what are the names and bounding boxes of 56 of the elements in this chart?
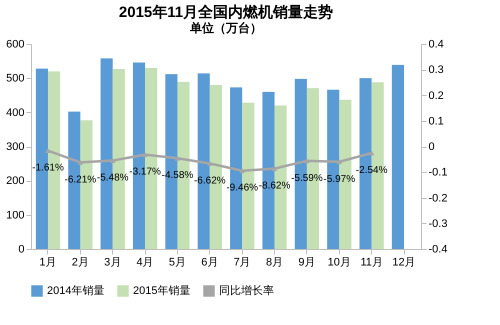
point [336, 159, 342, 164]
legend-label: 2015年销量 [133, 285, 190, 297]
data-label: -6.62% [194, 175, 226, 186]
x-tick-label: 9月 [298, 256, 316, 268]
point [207, 161, 213, 166]
point [142, 152, 148, 157]
point [78, 160, 84, 165]
data-label: -2.54% [356, 165, 388, 176]
x-tick-label: 3月 [104, 256, 122, 268]
legend-label: 2014年销量 [47, 285, 104, 297]
x-tick-label: 11月 [360, 256, 383, 268]
point [239, 168, 245, 174]
y2-tick-label: 0 [428, 141, 435, 153]
y2-tick-label: 0.4 [428, 38, 444, 50]
y2-tick-label: -0.1 [428, 166, 448, 179]
point [272, 166, 278, 171]
y-tick-label: 0 [18, 244, 24, 256]
x-tick-label: 5月 [168, 256, 186, 268]
x-tick-label: 1月 [39, 256, 57, 268]
legend-label: 同比增长率 [219, 284, 274, 297]
point [110, 158, 116, 163]
y2-tick-label: -0.3 [428, 218, 448, 230]
y2-tick-label: -0.2 [428, 192, 448, 204]
data-label: -5.97% [323, 174, 356, 185]
data-label: -5.48% [96, 172, 129, 184]
bar [392, 64, 404, 249]
data-label: -6.21% [64, 174, 96, 186]
y2-tick-label: -0.4 [428, 244, 448, 256]
data-label: -4.58% [162, 170, 194, 182]
point [304, 158, 310, 164]
data-label: -9.46% [226, 182, 258, 194]
y-tick-label: 300 [6, 141, 24, 153]
y2-tick-label: 0.2 [428, 90, 444, 102]
data-label: -3.17% [129, 166, 162, 178]
y2-tick-label: 0.3 [428, 64, 444, 76]
point [174, 156, 180, 161]
y-tick-label: 200 [6, 175, 24, 188]
data-label: -1.61% [32, 162, 64, 174]
x-tick-label: 8月 [266, 256, 284, 268]
point [368, 150, 374, 156]
y-tick-label: 500 [6, 72, 24, 85]
y-tick-label: 100 [6, 209, 24, 222]
x-tick-label: 2月 [72, 256, 89, 268]
x-tick-label: 10月 [328, 256, 351, 268]
x-tick-label: 6月 [201, 256, 218, 268]
chart-title: 2015年11月全国内燃机销量走势 [118, 4, 334, 21]
chart-subtitle: 单位（万台） [189, 21, 262, 35]
y-tick-label: 400 [6, 106, 24, 119]
y-tick-label: 600 [6, 38, 24, 50]
x-tick-label: 7月 [234, 256, 251, 268]
y2-tick-label: 0.1 [428, 115, 444, 128]
x-tick-label: 4月 [136, 256, 154, 268]
point [45, 148, 51, 153]
data-label: -5.59% [291, 172, 323, 184]
x-tick-label: 12月 [392, 256, 416, 268]
data-label: -8.62% [258, 180, 290, 192]
